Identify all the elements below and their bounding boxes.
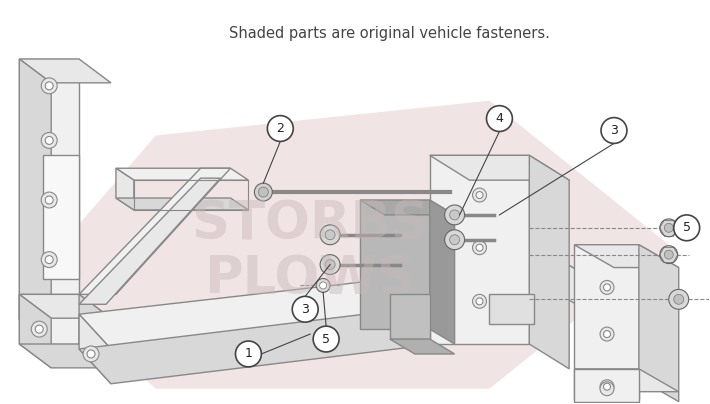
Text: Shaded parts are original vehicle fasteners.: Shaded parts are original vehicle fasten…	[229, 26, 550, 41]
Polygon shape	[390, 295, 430, 339]
Circle shape	[600, 380, 614, 393]
Polygon shape	[360, 200, 430, 329]
Circle shape	[41, 252, 58, 267]
Polygon shape	[574, 245, 639, 399]
Polygon shape	[530, 155, 569, 369]
Polygon shape	[116, 168, 248, 180]
Circle shape	[268, 116, 293, 141]
Circle shape	[604, 284, 611, 291]
Circle shape	[320, 282, 327, 289]
Polygon shape	[390, 339, 454, 354]
Circle shape	[45, 196, 53, 204]
Circle shape	[476, 298, 483, 305]
Polygon shape	[430, 155, 569, 180]
Circle shape	[320, 255, 340, 274]
Text: PLOWS: PLOWS	[204, 253, 416, 305]
Text: 5: 5	[683, 221, 691, 234]
Text: STORBS: STORBS	[191, 199, 429, 251]
Polygon shape	[79, 168, 231, 295]
Circle shape	[600, 382, 614, 396]
Circle shape	[313, 326, 339, 352]
Circle shape	[45, 137, 53, 144]
Polygon shape	[559, 260, 619, 329]
Polygon shape	[574, 369, 679, 392]
Circle shape	[449, 235, 459, 245]
Polygon shape	[574, 245, 679, 267]
Polygon shape	[639, 245, 679, 402]
Circle shape	[473, 188, 486, 202]
Polygon shape	[31, 101, 669, 389]
Circle shape	[258, 187, 268, 197]
Circle shape	[254, 183, 273, 201]
Polygon shape	[430, 155, 530, 344]
Circle shape	[669, 289, 689, 309]
Text: 4: 4	[496, 112, 503, 125]
Text: 3: 3	[301, 303, 309, 316]
Polygon shape	[360, 200, 454, 215]
Circle shape	[604, 330, 611, 338]
Polygon shape	[43, 155, 79, 280]
Circle shape	[83, 346, 99, 362]
Polygon shape	[430, 200, 454, 344]
Text: 1: 1	[244, 347, 252, 360]
Circle shape	[316, 278, 330, 292]
Polygon shape	[19, 295, 51, 368]
Circle shape	[473, 295, 486, 308]
Circle shape	[601, 118, 627, 143]
Circle shape	[674, 215, 699, 241]
Circle shape	[476, 191, 483, 198]
Circle shape	[449, 210, 459, 220]
Circle shape	[325, 260, 335, 269]
Polygon shape	[116, 168, 134, 210]
Polygon shape	[116, 198, 248, 210]
Polygon shape	[19, 344, 111, 368]
Circle shape	[660, 219, 678, 237]
Circle shape	[600, 280, 614, 295]
Circle shape	[45, 82, 53, 90]
Polygon shape	[19, 59, 111, 83]
Polygon shape	[19, 59, 79, 319]
Circle shape	[473, 241, 486, 255]
Circle shape	[41, 78, 58, 94]
Circle shape	[600, 327, 614, 341]
Circle shape	[41, 133, 58, 148]
Polygon shape	[19, 295, 79, 344]
Circle shape	[45, 256, 53, 263]
Polygon shape	[79, 178, 221, 304]
Circle shape	[236, 341, 261, 367]
Polygon shape	[79, 295, 111, 368]
Circle shape	[486, 106, 513, 131]
Polygon shape	[489, 295, 535, 324]
Circle shape	[41, 192, 58, 208]
Circle shape	[444, 205, 464, 225]
Text: 3: 3	[610, 124, 618, 137]
Circle shape	[660, 246, 678, 263]
Polygon shape	[574, 369, 639, 402]
Polygon shape	[79, 314, 111, 384]
Circle shape	[604, 383, 611, 390]
Text: 2: 2	[276, 122, 284, 135]
Polygon shape	[19, 295, 111, 318]
Circle shape	[476, 244, 483, 251]
Circle shape	[665, 223, 673, 232]
Circle shape	[320, 225, 340, 245]
Circle shape	[444, 230, 464, 250]
Polygon shape	[19, 59, 51, 343]
Circle shape	[87, 350, 95, 358]
Polygon shape	[79, 295, 559, 384]
Circle shape	[31, 321, 47, 337]
Circle shape	[293, 297, 318, 322]
Circle shape	[674, 295, 684, 304]
Polygon shape	[79, 260, 619, 349]
Text: 5: 5	[322, 332, 330, 345]
Circle shape	[36, 325, 43, 333]
Circle shape	[665, 250, 673, 259]
Circle shape	[325, 230, 335, 240]
